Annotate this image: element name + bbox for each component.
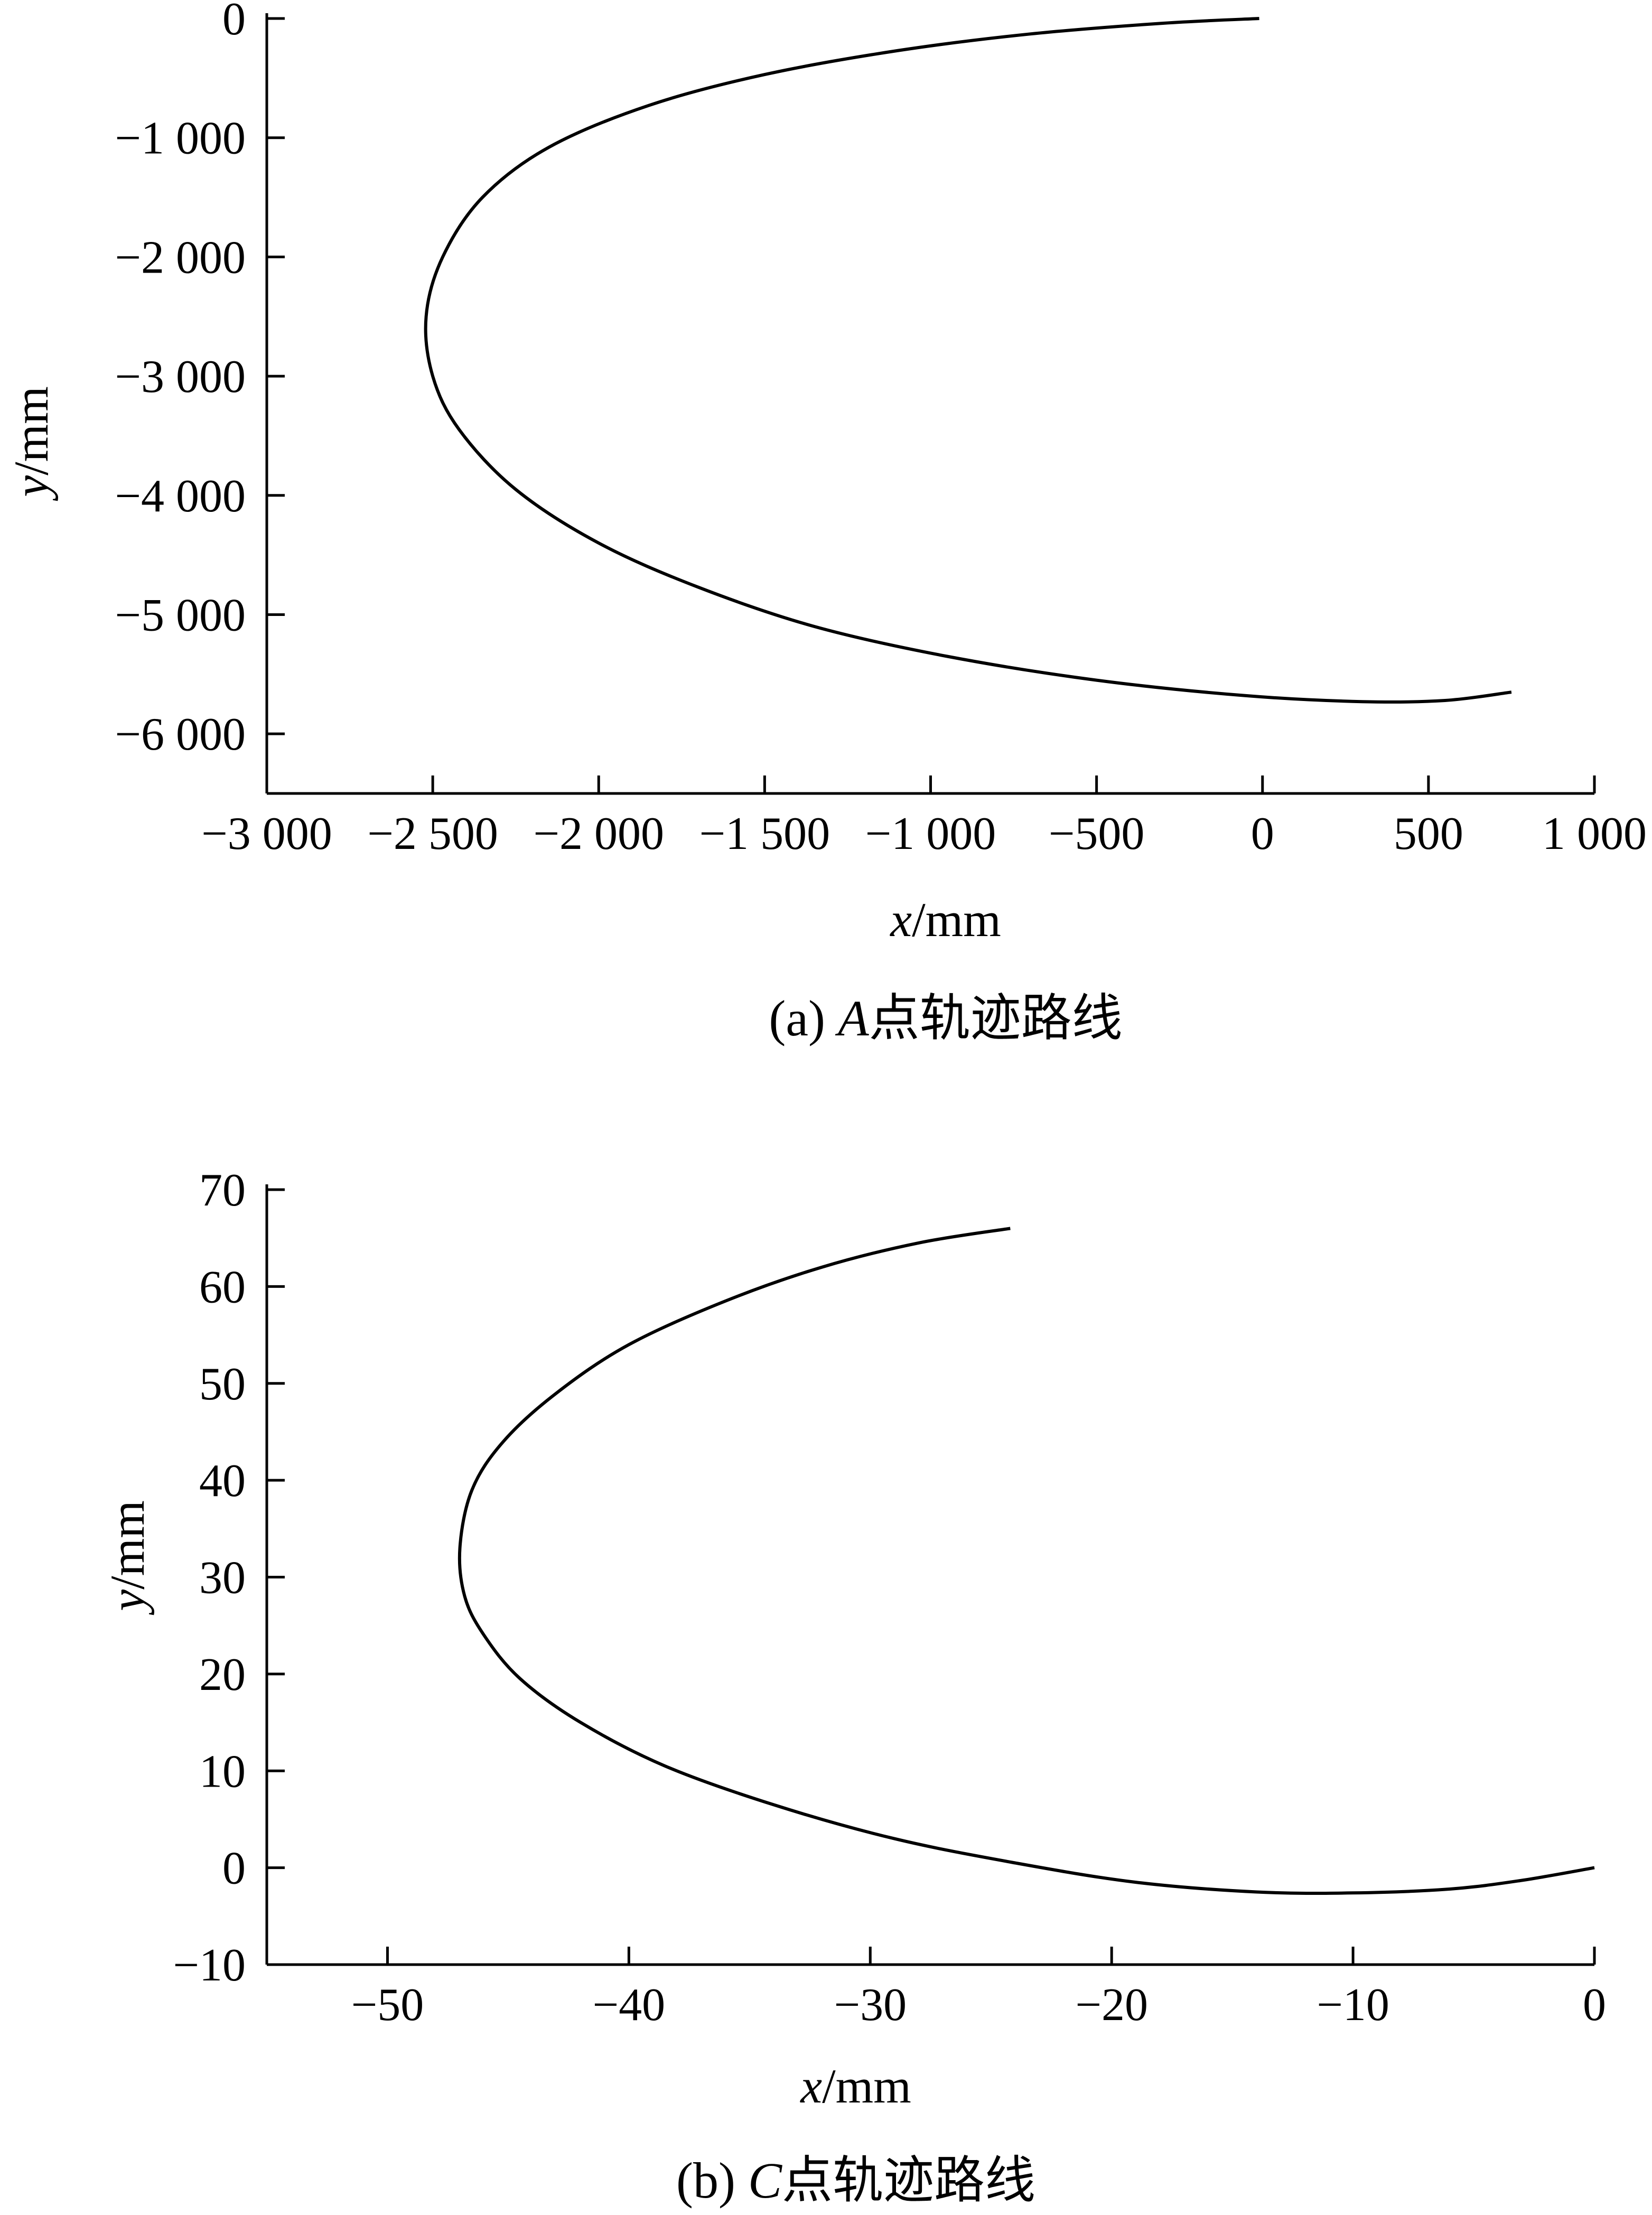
b-y-tick-label: 60: [199, 1261, 246, 1313]
a-y-tick-label: −4 000: [115, 471, 246, 522]
b-x-tick-label: −30: [834, 1979, 907, 2031]
chart-a: −3 000 −2 500 −2 000 −1 500 −1 000 −500 0 500 1 …: [4, 0, 1647, 1046]
chart-b-trajectory-line: [458, 1227, 1595, 1895]
a-y-tick-label: −5 000: [115, 590, 246, 641]
b-y-tick-label: 0: [222, 1843, 246, 1894]
chart-b-axes: [265, 1184, 1594, 1966]
a-x-tick-label: 500: [1394, 808, 1463, 859]
chart-a-caption: (a) A点轨迹路线: [769, 990, 1122, 1046]
b-y-tick-label: 50: [199, 1359, 246, 1410]
chart-b-caption: (b) C点轨迹路线: [676, 2152, 1035, 2209]
b-y-tick-label: 40: [199, 1455, 246, 1507]
chart-b-y-axis-label: y/mm: [100, 1500, 154, 1615]
chart-a-axes: [265, 13, 1594, 795]
b-y-tick-label: −10: [173, 1940, 246, 1991]
chart-a-trajectory-line: [424, 17, 1512, 704]
a-y-tick-label: −3 000: [115, 351, 246, 403]
b-x-tick-label: −50: [351, 1979, 424, 2031]
a-x-tick-label: −2 500: [367, 808, 498, 859]
a-y-tick-label: 0: [222, 0, 246, 45]
a-x-tick-label: 0: [1251, 808, 1274, 859]
b-x-tick-label: 0: [1583, 1979, 1606, 2031]
chart-b-x-axis-label: x/mm: [799, 2059, 911, 2113]
chart-b-y-ticks: −10 0 10 20 30 40 50 60 70: [173, 1165, 285, 1991]
a-x-tick-label: 1 000: [1542, 808, 1647, 859]
a-x-tick-label: −1 500: [699, 808, 830, 859]
a-y-tick-label: −2 000: [115, 232, 246, 283]
b-y-tick-label: 70: [199, 1165, 246, 1216]
a-y-tick-label: −1 000: [115, 113, 246, 164]
chart-a-x-ticks: −3 000 −2 500 −2 000 −1 500 −1 000 −500 0 500 1 …: [201, 775, 1647, 859]
chart-a-y-axis-label: y/mm: [4, 386, 58, 501]
b-x-tick-label: −40: [593, 1979, 666, 2031]
chart-a-y-ticks: 0 −1 000 −2 000 −3 000 −4 000 −5 000 −6 000: [115, 0, 285, 760]
b-x-tick-label: −20: [1075, 1979, 1148, 2031]
b-y-tick-label: 30: [199, 1553, 246, 1604]
a-x-tick-label: −500: [1049, 808, 1145, 859]
chart-b-x-ticks: −50 −40 −30 −20 −10 0: [351, 1947, 1606, 2031]
b-y-tick-label: 10: [199, 1746, 246, 1797]
a-x-tick-label: −2 000: [533, 808, 664, 859]
a-x-tick-label: −3 000: [201, 808, 332, 859]
b-y-tick-label: 20: [199, 1649, 246, 1700]
a-x-tick-label: −1 000: [865, 808, 996, 859]
b-x-tick-label: −10: [1317, 1979, 1389, 2031]
chart-a-x-axis-label: x/mm: [889, 893, 1001, 947]
a-y-tick-label: −6 000: [115, 709, 246, 760]
chart-b: −50 −40 −30 −20 −10 0 −10 0 10 20 30 40 50 60 70 x/mm…: [100, 1165, 1606, 2209]
